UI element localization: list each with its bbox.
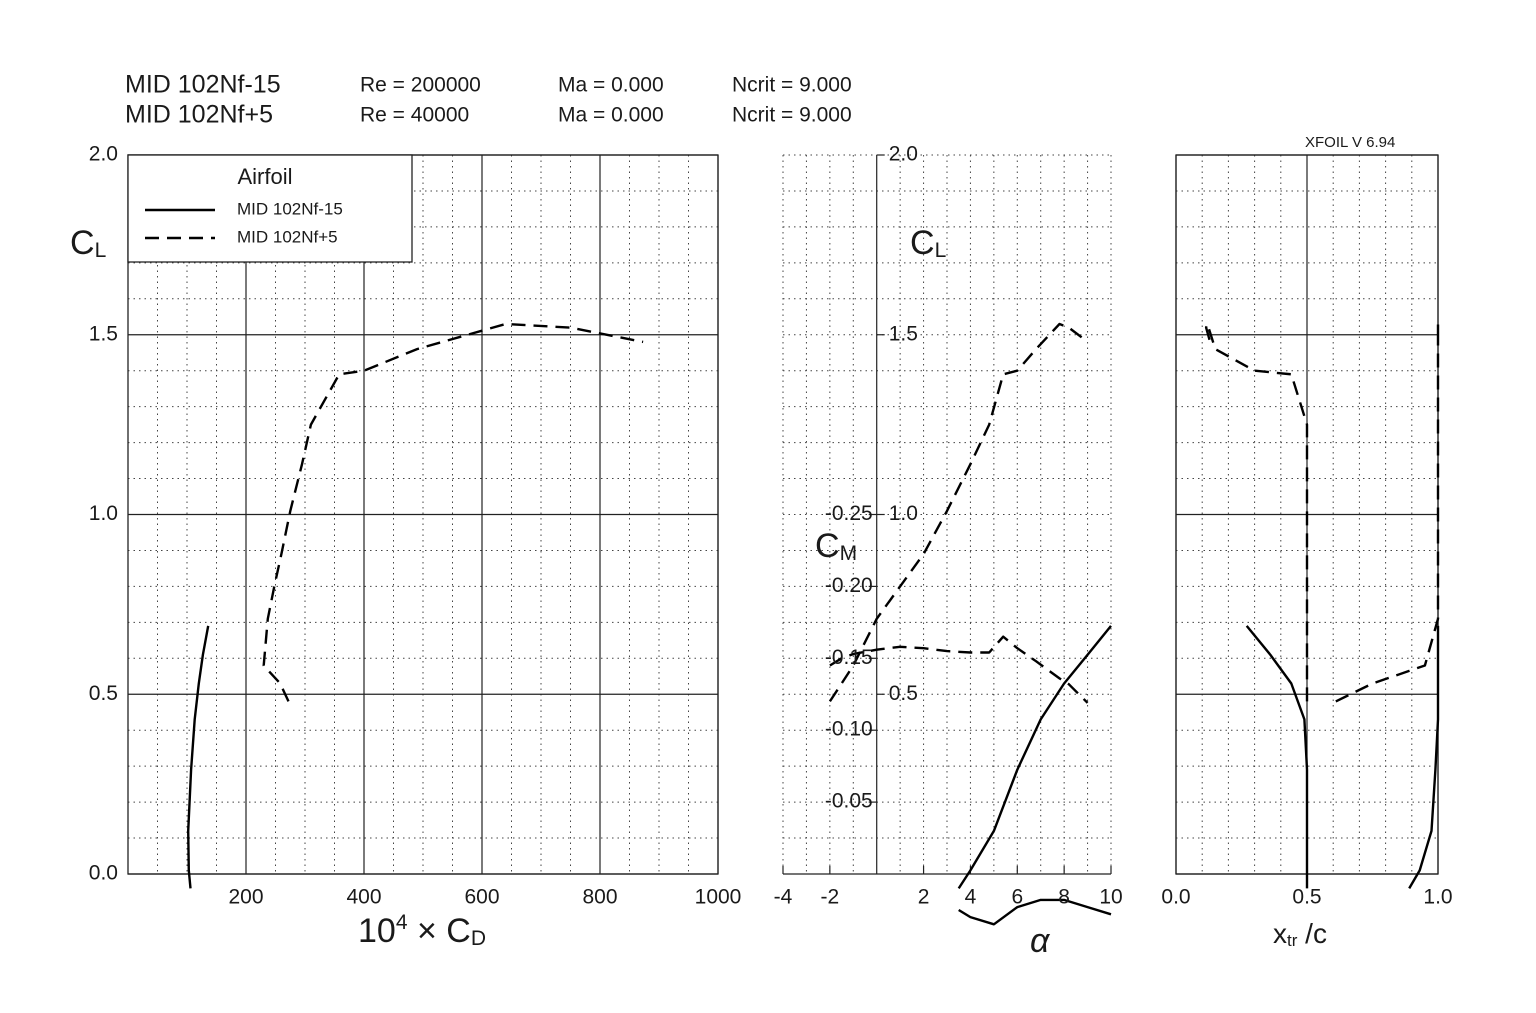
- y-tick-label: 1.5: [889, 322, 918, 345]
- polar-curve: [187, 625, 210, 889]
- x-tick-label: 400: [346, 886, 381, 909]
- y-tick-label: 1.0: [889, 502, 918, 525]
- y-axis-label: CL: [910, 224, 946, 262]
- label-part: C: [815, 527, 840, 565]
- x-tick-label: 2: [918, 886, 930, 909]
- x-tick-label: 200: [228, 886, 263, 909]
- x-tick-label: -4: [774, 886, 793, 909]
- polar-curve: [829, 635, 1089, 704]
- polar-curve: [1408, 625, 1440, 890]
- label-part: C: [70, 224, 95, 262]
- label-part: D: [471, 927, 486, 950]
- x-tick-label: 0.0: [1161, 886, 1190, 909]
- header-re: Re = 40000: [360, 104, 469, 127]
- version: XFOIL V 6.94: [1305, 134, 1395, 151]
- x-axis-label: xtr /c: [1273, 918, 1327, 949]
- polar-curve: [957, 625, 1112, 890]
- y-tick-label: 0.0: [89, 862, 118, 885]
- legend-label: MID 102Nf-15: [237, 199, 343, 218]
- polar-curve: [828, 322, 1089, 703]
- header-ncrit: Ncrit = 9.000: [732, 104, 852, 127]
- label-part: /c: [1297, 918, 1327, 949]
- x-tick-label: 8: [1058, 886, 1070, 909]
- x-tick-label: 800: [582, 886, 617, 909]
- y-tick-label: 0.5: [889, 682, 918, 705]
- x-tick-label: 1000: [695, 886, 742, 909]
- label-part: x: [1273, 918, 1287, 949]
- y2-tick-label: -0.20: [825, 574, 873, 597]
- header-ma: Ma = 0.000: [558, 74, 664, 97]
- label-part: α: [1030, 922, 1051, 960]
- y2-tick-label: -0.15: [825, 646, 873, 669]
- polar-curve: [958, 898, 1112, 926]
- label-part: L: [935, 239, 947, 262]
- polar-curve: [1204, 322, 1309, 702]
- x-tick-label: -2: [821, 886, 840, 909]
- header-name: MID 102Nf-15: [125, 71, 281, 99]
- y-tick-label: 0.5: [89, 682, 118, 705]
- y2-axis-label: CM: [815, 527, 857, 565]
- polar-curve: [1245, 625, 1309, 889]
- y2-tick-label: -0.25: [825, 502, 873, 525]
- x-tick-label: 600: [464, 886, 499, 909]
- y-tick-label: 2.0: [89, 143, 118, 166]
- polar-curve: [1335, 322, 1440, 703]
- x-tick-label: 0.5: [1292, 886, 1321, 909]
- header-ncrit: Ncrit = 9.000: [732, 74, 852, 97]
- label-part: L: [95, 239, 107, 262]
- x-tick-label: 4: [965, 886, 977, 909]
- header-ma: Ma = 0.000: [558, 104, 664, 127]
- x-axis-label: α: [1030, 922, 1051, 960]
- frame: [127, 154, 719, 875]
- x-tick-label: 6: [1011, 886, 1023, 909]
- legend-label: MID 102Nf+5: [237, 227, 338, 246]
- x-axis-label: 104 × CD: [358, 911, 486, 950]
- y2-tick-label: -0.10: [825, 718, 873, 741]
- y-tick-label: 1.5: [89, 322, 118, 345]
- label-part: C: [910, 224, 935, 262]
- header-re: Re = 200000: [360, 74, 481, 97]
- label-part: tr: [1287, 931, 1298, 950]
- polar-curve: [262, 322, 644, 702]
- legend-title: Airfoil: [237, 164, 292, 189]
- y-tick-label: 2.0: [889, 143, 918, 166]
- legend-box: [127, 154, 413, 263]
- y-axis-label: CL: [70, 224, 106, 262]
- label-part: × C: [408, 912, 471, 950]
- curves: [187, 322, 1440, 926]
- y2-tick-label: -0.05: [825, 790, 873, 813]
- label-part: M: [840, 542, 858, 565]
- x-tick-label: 1.0: [1423, 886, 1452, 909]
- label-part: 4: [396, 911, 408, 934]
- x-tick-label: 10: [1099, 886, 1122, 909]
- y-tick-label: 1.0: [89, 502, 118, 525]
- label-part: 10: [358, 912, 396, 950]
- header-name: MID 102Nf+5: [125, 101, 273, 129]
